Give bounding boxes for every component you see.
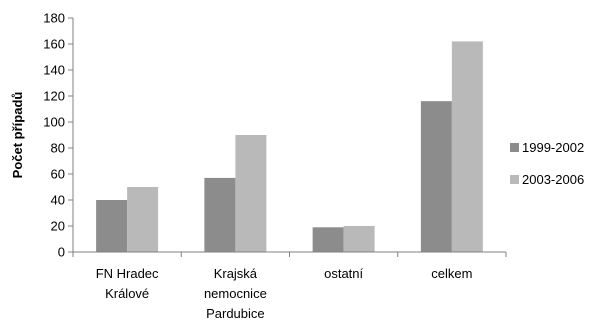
y-axis-ticks [68,17,73,253]
bar-1999-2002-3 [420,101,452,252]
y-tick-label: 20 [51,219,65,234]
y-tick-label: 0 [58,245,65,260]
x-axis-ticks [72,252,507,257]
x-axis-category-labels: FN Hradec Králové Krajská nemocnice Pardubic… [96,266,473,321]
y-tick-label: 40 [51,193,65,208]
bar-1999-2002-1 [204,177,236,252]
bar-2003-2006-1 [235,135,267,252]
y-tick-label: 120 [43,89,65,104]
bars [96,41,483,253]
legend: 1999-2002 2003-2006 [510,140,584,187]
y-tick-label: 140 [43,63,65,78]
bar-2003-2006-3 [451,41,483,253]
x-category-label: FN Hradec Králové [96,266,159,301]
legend-label: 2003-2006 [522,172,584,187]
x-category-label: ostatní [324,266,363,281]
legend-swatch [510,175,519,184]
legend-swatch [510,143,519,152]
legend-label: 1999-2002 [522,140,584,155]
y-tick-label: 100 [43,115,65,130]
bar-2003-2006-2 [343,226,375,252]
bar-1999-2002-0 [96,200,128,252]
y-tick-label: 80 [51,141,65,156]
y-tick-label: 160 [43,37,65,52]
x-category-label: Krajská nemocnice Pardubice [204,266,267,321]
bar-2003-2006-0 [127,187,159,252]
x-category-label: celkem [431,266,472,281]
y-tick-label: 60 [51,167,65,182]
y-tick-label: 180 [43,11,65,26]
y-axis-tick-labels: 0 20 40 60 80 100 120 140 160 180 [43,11,65,260]
bar-1999-2002-2 [312,227,344,252]
y-axis-title: Počet případů [10,92,25,179]
